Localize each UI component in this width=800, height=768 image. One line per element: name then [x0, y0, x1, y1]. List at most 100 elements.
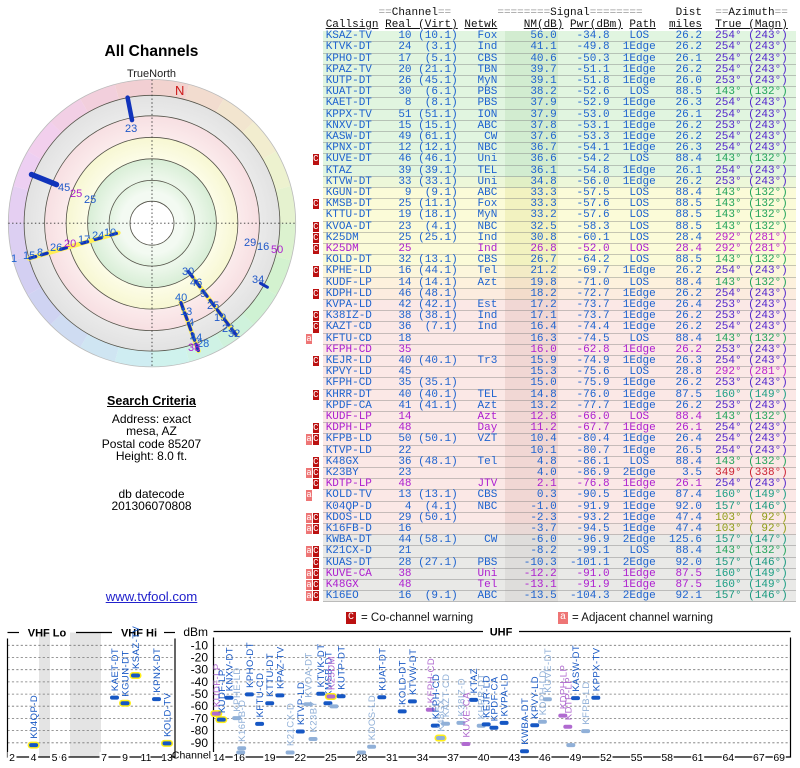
svg-text:34: 34 [417, 752, 429, 764]
svg-text:52: 52 [600, 752, 612, 764]
svg-text:KHRR-DT: KHRR-DT [477, 673, 488, 719]
svg-text:26: 26 [50, 242, 62, 254]
svg-text:KEJR-LD: KEJR-LD [482, 675, 493, 718]
svg-text:KPPX-TV: KPPX-TV [591, 647, 602, 691]
svg-text:KGUN-DT: KGUN-DT [121, 650, 132, 696]
svg-text:KTVK-DT: KTVK-DT [316, 644, 327, 688]
svg-text:22: 22 [294, 752, 306, 764]
svg-text:KDTP-LP: KDTP-LP [563, 677, 574, 720]
svg-text:KPHE-LD: KPHE-LD [232, 667, 243, 711]
svg-text:1: 1 [11, 253, 17, 265]
svg-text:KDPH-LP: KDPH-LP [558, 665, 569, 709]
svg-text:61: 61 [692, 752, 704, 764]
svg-text:50: 50 [271, 244, 283, 256]
svg-text:KVPA-LD: KVPA-LD [500, 673, 511, 716]
svg-text:43: 43 [508, 752, 520, 764]
svg-text:69: 69 [773, 752, 785, 764]
svg-text:46: 46 [190, 277, 202, 289]
svg-text:KFPB-LD: KFPB-LD [581, 681, 592, 724]
svg-text:7: 7 [101, 752, 107, 764]
svg-text:16: 16 [257, 241, 269, 253]
svg-text:K16FB-D: K16FB-D [237, 700, 248, 742]
svg-text:VHF Hi: VHF Hi [121, 628, 157, 640]
svg-text:KTTU-DT: KTTU-DT [265, 653, 276, 697]
svg-text:6: 6 [61, 752, 67, 764]
svg-text:UHF: UHF [490, 627, 513, 639]
svg-text:KAZT-CD: KAZT-CD [441, 674, 452, 718]
svg-text:58: 58 [661, 752, 673, 764]
svg-text:30: 30 [182, 266, 194, 278]
svg-text:19: 19 [214, 312, 226, 324]
svg-text:34: 34 [252, 274, 264, 286]
svg-text:5: 5 [52, 752, 58, 764]
svg-text:KSAZ-TV: KSAZ-TV [131, 626, 142, 669]
svg-text:KUDF-LP: KUDF-LP [212, 663, 223, 707]
svg-text:-80: -80 [191, 724, 209, 738]
svg-text:KOLD-TV: KOLD-TV [163, 692, 174, 737]
svg-text:KVOA-DT: KVOA-DT [304, 652, 315, 697]
svg-text:2: 2 [9, 752, 15, 764]
svg-text:20: 20 [64, 238, 76, 250]
svg-text:-10: -10 [191, 638, 209, 652]
svg-text:KDPH-LD: KDPH-LD [538, 670, 549, 715]
svg-text:10: 10 [104, 227, 116, 239]
svg-text:KPNX-DT: KPNX-DT [152, 648, 163, 693]
svg-text:dBm: dBm [183, 625, 208, 639]
svg-text:23: 23 [222, 323, 234, 335]
svg-text:40: 40 [175, 292, 187, 304]
svg-text:KAET-DT: KAET-DT [110, 648, 121, 691]
svg-text:29: 29 [244, 237, 256, 249]
svg-text:23: 23 [125, 123, 137, 135]
svg-text:KTVW-DT: KTVW-DT [408, 649, 419, 695]
svg-text:KFTU-CD: KFTU-CD [255, 673, 266, 718]
svg-text:28: 28 [356, 752, 368, 764]
svg-text:32: 32 [228, 328, 240, 340]
svg-text:KFPH-CD: KFPH-CD [431, 674, 442, 719]
svg-text:44: 44 [190, 332, 202, 344]
svg-text:25: 25 [70, 188, 82, 200]
svg-text:-50: -50 [191, 687, 209, 701]
svg-text:24: 24 [92, 230, 104, 242]
svg-text:KPHO-DT: KPHO-DT [245, 642, 256, 688]
svg-text:K25DM: K25DM [326, 656, 337, 690]
svg-text:28: 28 [197, 338, 209, 350]
svg-text:-40: -40 [191, 675, 209, 689]
svg-text:KUTP-DT: KUTP-DT [337, 645, 348, 689]
svg-text:K04QP-D: K04QP-D [29, 695, 40, 739]
svg-text:KNXV-DT: KNXV-DT [225, 647, 236, 691]
svg-text:40: 40 [478, 752, 490, 764]
svg-text:15: 15 [23, 250, 35, 262]
svg-text:-20: -20 [191, 651, 209, 665]
svg-text:KTAZ: KTAZ [469, 668, 480, 693]
svg-text:9: 9 [200, 288, 206, 300]
svg-text:13: 13 [180, 306, 192, 318]
svg-text:KFPH-CD: KFPH-CD [426, 658, 437, 703]
svg-text:4: 4 [188, 317, 194, 329]
svg-text:31: 31 [386, 752, 398, 764]
svg-text:KUVE-DT: KUVE-DT [543, 648, 554, 693]
svg-text:Channel: Channel [172, 750, 211, 762]
svg-text:4: 4 [31, 752, 37, 764]
svg-text:16: 16 [233, 752, 245, 764]
svg-text:KUAT-DT: KUAT-DT [377, 648, 388, 691]
svg-text:55: 55 [631, 752, 643, 764]
svg-text:11: 11 [141, 752, 152, 764]
svg-text:VHF Lo: VHF Lo [28, 628, 67, 640]
svg-text:KWBA-DT: KWBA-DT [520, 698, 531, 745]
svg-text:-30: -30 [191, 663, 209, 677]
svg-text:14: 14 [213, 752, 225, 764]
svg-text:25: 25 [84, 194, 96, 206]
svg-text:KUDF-LP: KUDF-LP [217, 669, 228, 713]
svg-text:9: 9 [122, 752, 128, 764]
svg-text:N: N [175, 83, 184, 98]
svg-text:37: 37 [447, 752, 459, 764]
svg-text:13: 13 [161, 752, 173, 764]
svg-text:64: 64 [722, 752, 734, 764]
svg-text:45: 45 [58, 182, 70, 194]
svg-text:-90: -90 [191, 736, 209, 750]
svg-text:KOLD-DT: KOLD-DT [398, 660, 409, 705]
svg-text:KTVP-LD: KTVP-LD [296, 682, 307, 725]
svg-text:KPAZ-TV: KPAZ-TV [275, 646, 286, 689]
svg-text:-70: -70 [191, 711, 209, 725]
svg-text:67: 67 [753, 752, 765, 764]
